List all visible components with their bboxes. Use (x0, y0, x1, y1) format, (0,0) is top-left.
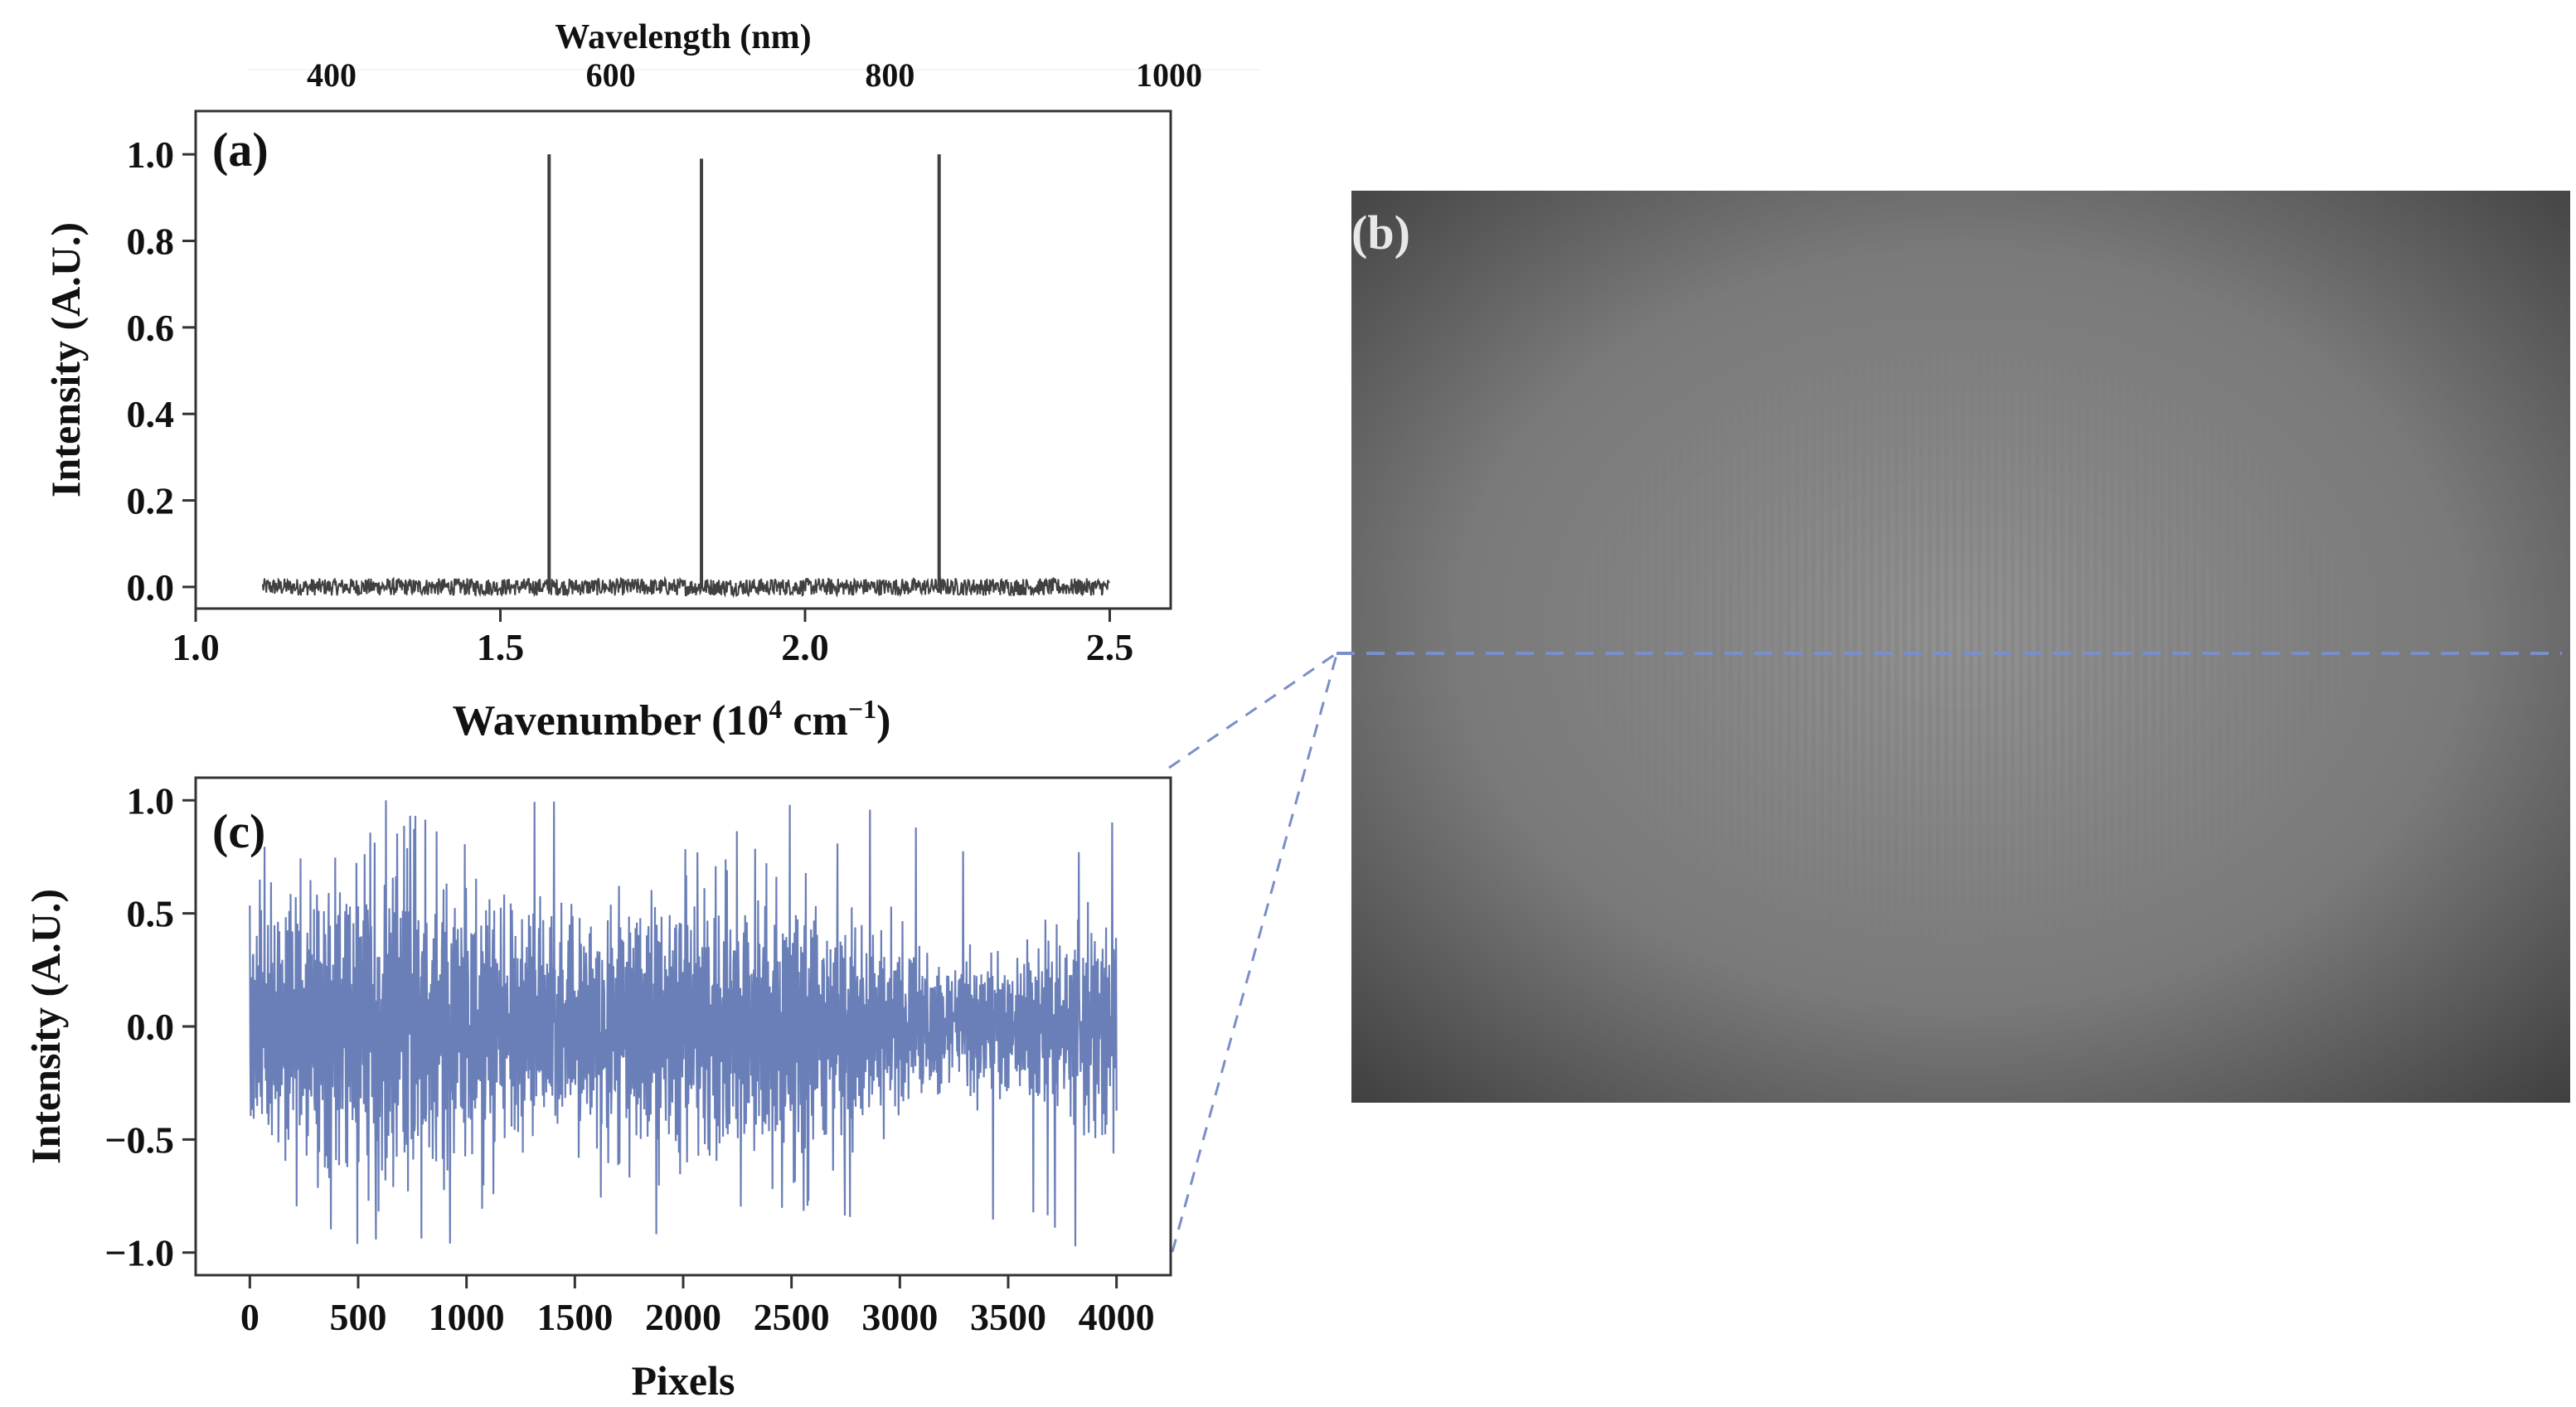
panel-b-label: (b) (1351, 206, 1410, 260)
panel-a-x-ticks: 1.0 1.5 2.0 2.5 (172, 609, 1133, 668)
panel-c-x-ticks: 0 500 1000 1500 2000 2500 3000 3500 4000 (240, 1275, 1155, 1338)
x-tick-label: 2500 (754, 1296, 830, 1338)
y-tick-label: 1.0 (127, 779, 175, 822)
top-tick-label: 800 (865, 56, 914, 94)
y-tick-label: 0.0 (127, 1006, 175, 1048)
x-tick-label: 3000 (861, 1296, 938, 1338)
top-tick-label: 1000 (1136, 56, 1202, 94)
x-tick-label: 2000 (645, 1296, 721, 1338)
panel-a-x-label-mid: cm (782, 697, 847, 745)
panel-c: 0 500 1000 1500 2000 2500 3000 3500 4000 −1.0 −0.… (22, 776, 1172, 1404)
panel-a-plot-area (261, 154, 1110, 599)
x-tick-label: 1.5 (477, 626, 525, 668)
y-tick-label: 0.0 (127, 566, 175, 609)
y-tick-label: 0.8 (127, 221, 175, 263)
interferogram-fringes (1351, 191, 2570, 1103)
x-tick-label: 1500 (536, 1296, 613, 1338)
top-tick-label: 600 (586, 56, 636, 94)
panel-a-x-label-base: Wavenumber (10 (453, 697, 769, 745)
y-tick-label: 0.6 (127, 307, 175, 349)
signal-line (249, 800, 1118, 1247)
x-tick-label: 2.0 (781, 626, 829, 668)
y-tick-label: −0.5 (104, 1118, 174, 1161)
panel-a-top-ticks: 400 600 800 1000 (249, 56, 1260, 94)
y-tick-label: 0.5 (127, 893, 175, 935)
y-tick-label: 1.0 (127, 133, 175, 176)
x-tick-label: 3500 (970, 1296, 1046, 1338)
x-tick-label: 1.0 (172, 626, 220, 668)
panel-a-x-label-exp2: −1 (848, 694, 876, 724)
panel-c-x-label: Pixels (632, 1357, 735, 1404)
y-tick-label: 0.2 (127, 480, 175, 522)
connector-line-bottom (1171, 654, 1338, 1253)
y-tick-label: 0.4 (127, 393, 175, 435)
x-tick-label: 500 (330, 1296, 387, 1338)
panel-a-y-ticks: 0.0 0.2 0.4 0.6 0.8 1.0 (127, 133, 196, 609)
panel-b: (b) (1337, 191, 2570, 1103)
x-tick-label: 0 (240, 1296, 260, 1338)
top-tick-label: 400 (307, 56, 357, 94)
panel-a-frame (194, 109, 1172, 610)
panel-c-y-label: Intensity (A.U.) (22, 889, 69, 1164)
panel-a-label: (a) (212, 123, 269, 177)
connector-line-top (1168, 652, 1337, 769)
panel-a: 1.0 1.5 2.0 2.5 0.0 0.2 0.4 0.6 0.8 1.0 400 600 80… (42, 18, 1260, 745)
panel-a-top-x-label: Wavelength (nm) (555, 18, 811, 56)
panel-a-x-label-end: ) (876, 697, 890, 745)
spectrum-line (261, 575, 1110, 599)
panel-a-x-label-exp1: 4 (769, 694, 782, 724)
panel-a-x-label: Wavenumber (104 cm−1) (453, 694, 891, 745)
panel-c-plot-area (249, 800, 1118, 1247)
panel-a-y-label: Intensity (A.U.) (42, 222, 89, 497)
y-tick-label: −1.0 (104, 1232, 174, 1274)
x-tick-label: 4000 (1079, 1296, 1155, 1338)
x-tick-label: 2.5 (1086, 626, 1134, 668)
x-tick-label: 1000 (429, 1296, 505, 1338)
panel-c-label: (c) (212, 804, 265, 858)
panel-c-y-ticks: −1.0 −0.5 0.0 0.5 1.0 (104, 779, 196, 1274)
